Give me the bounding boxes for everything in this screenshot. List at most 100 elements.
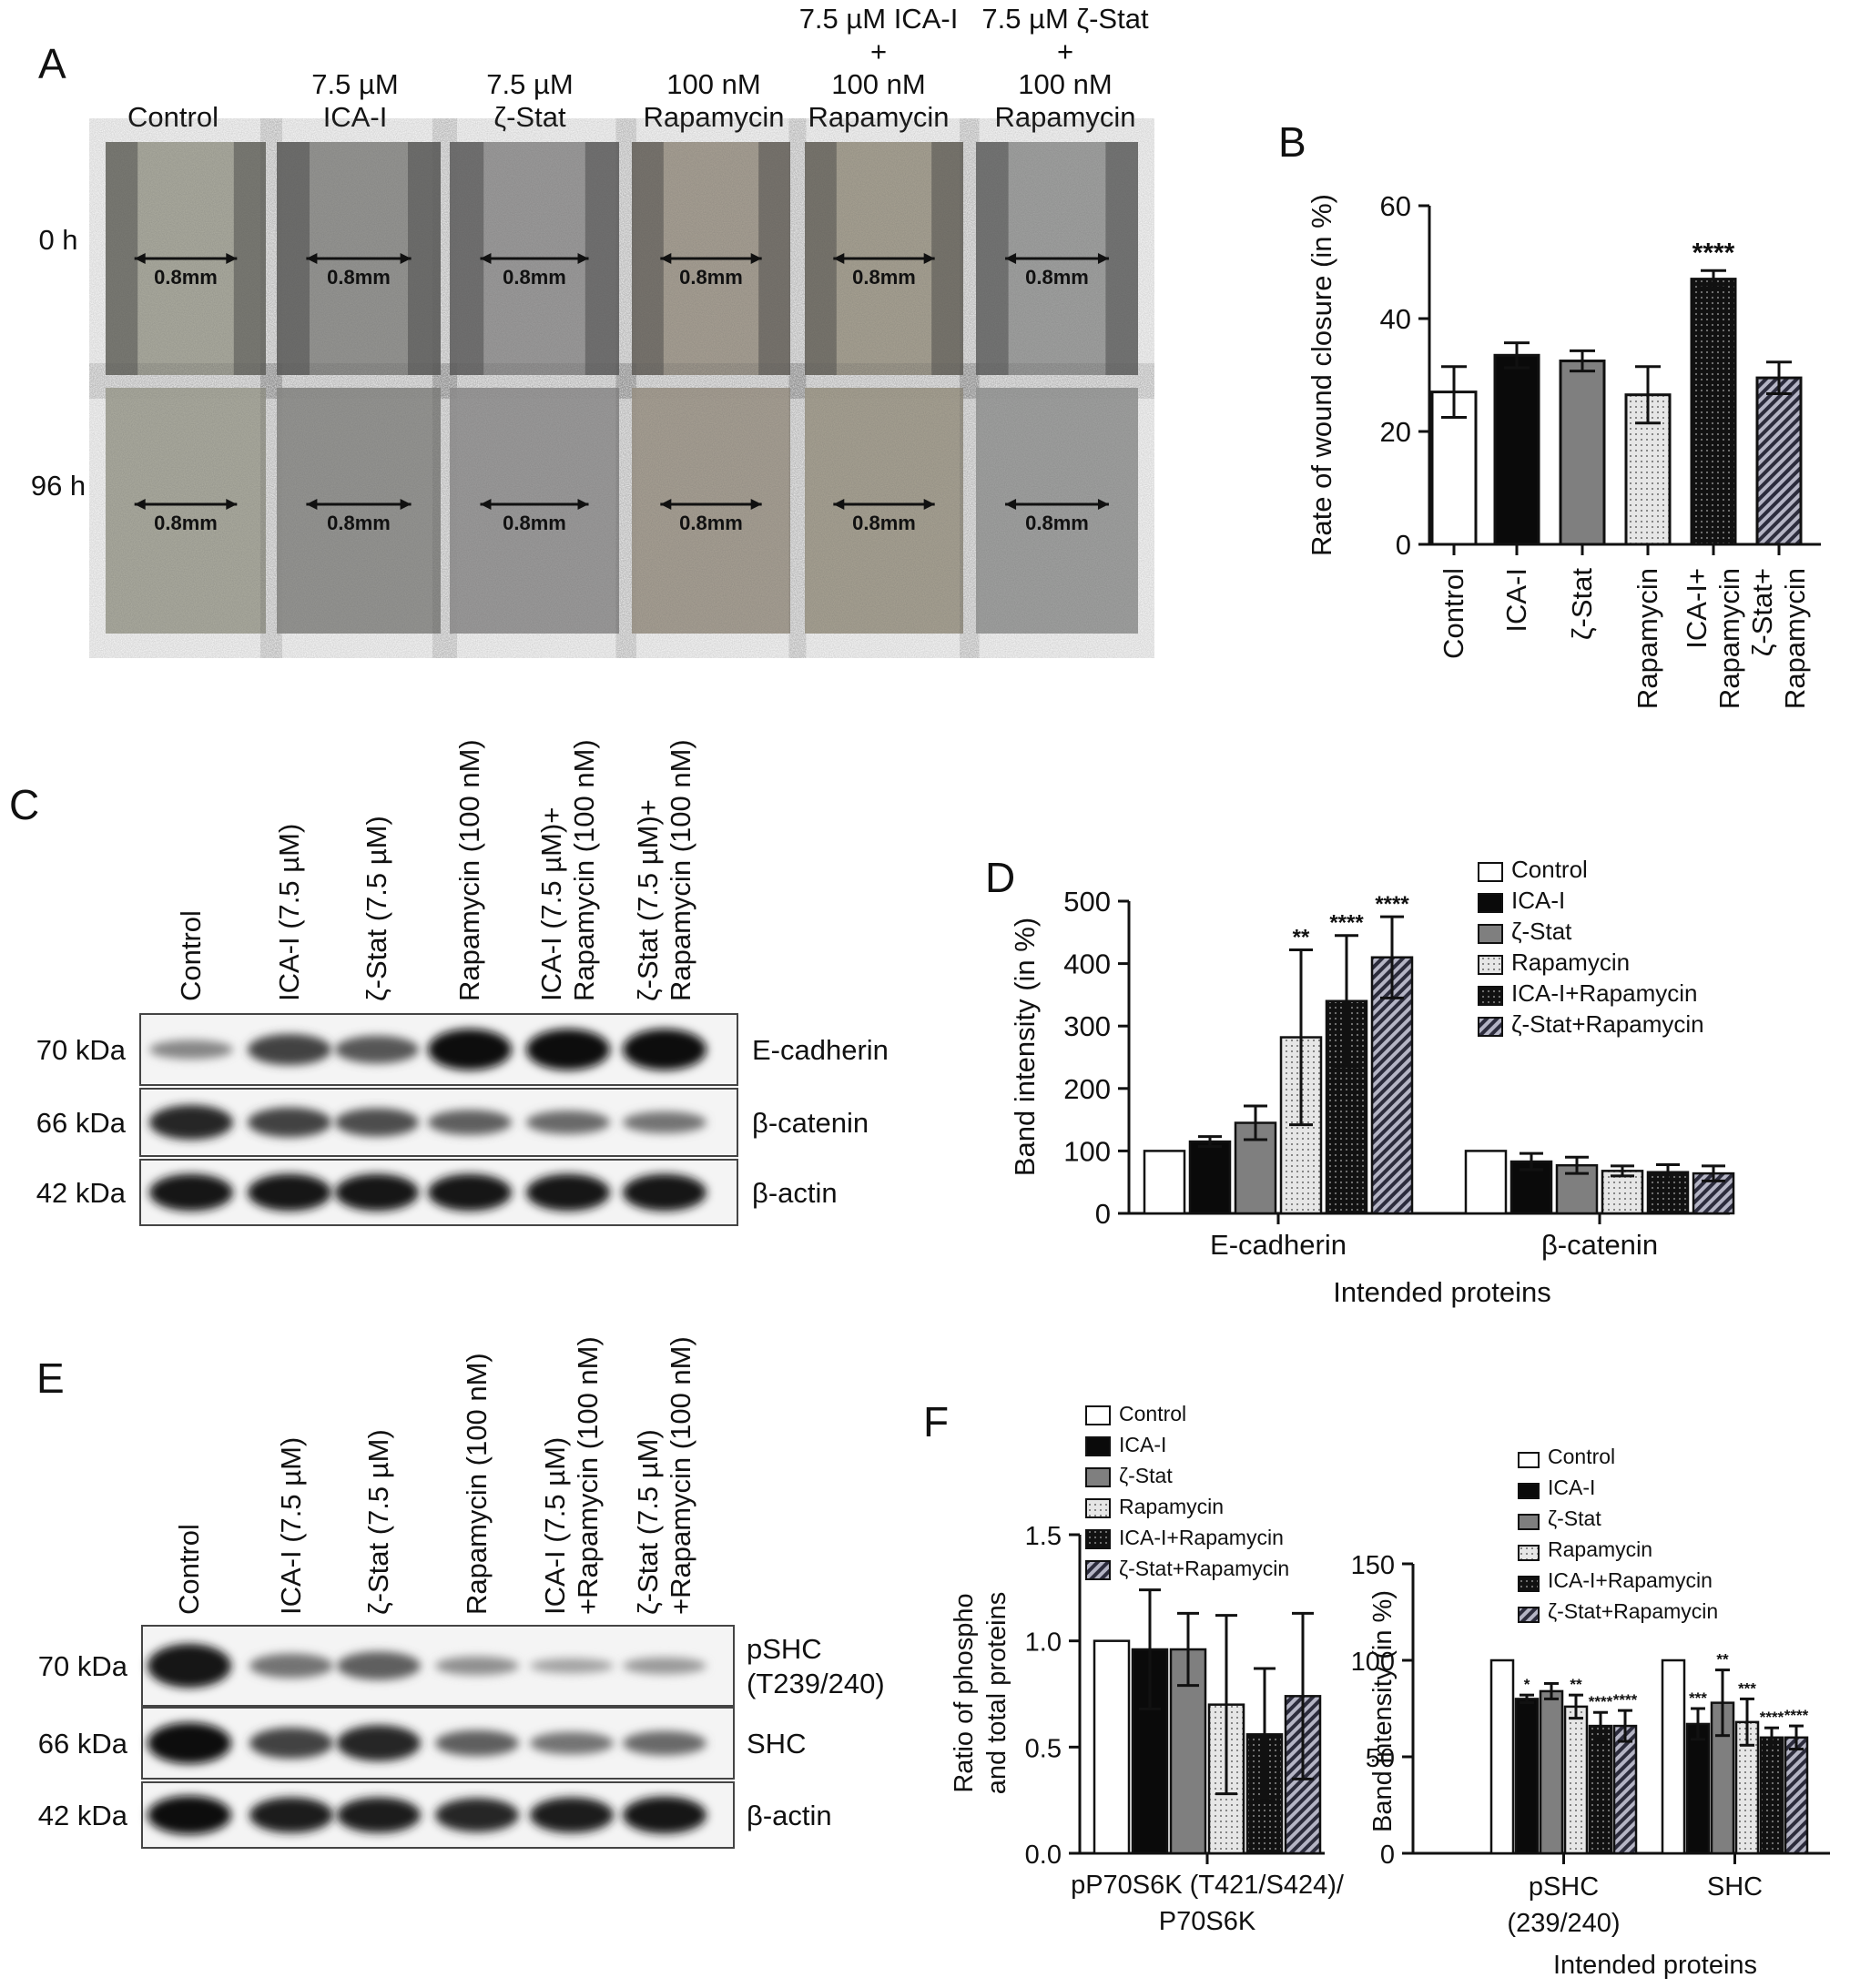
category-label: pSHC — [1529, 1872, 1599, 1902]
lane-label-line: ICA-I (7.5 µM) — [275, 1437, 307, 1615]
arrow-head-left — [480, 253, 492, 264]
arrow-head-left — [134, 253, 146, 264]
legend-swatch — [1478, 924, 1503, 944]
lane-label-line: ζ-Stat (7.5 µM) — [361, 816, 392, 1001]
legend-swatch — [1478, 893, 1503, 913]
bar — [1588, 1724, 1613, 1855]
y-tick-label: 20 — [1380, 416, 1411, 448]
protein-band — [248, 1173, 331, 1212]
arrow-head-right — [577, 253, 589, 264]
lane-label-line: +Rapamycin (100 nM) — [665, 1336, 696, 1615]
legend-swatch — [1518, 1607, 1540, 1623]
legend-entry: ζ-Stat+Rapamycin — [1119, 1557, 1289, 1580]
significance-mark: **** — [1375, 892, 1409, 917]
protein-band — [249, 1727, 333, 1760]
arrow-head-right — [226, 499, 238, 510]
y-tick-label: 100 — [1351, 1648, 1395, 1677]
protein-band — [147, 1643, 231, 1689]
protein-band — [149, 1173, 233, 1212]
scale-label: 0.8mm — [1025, 266, 1089, 289]
legend-entry: ICA-I+Rapamycin — [1548, 1568, 1713, 1592]
legend-entry: Control — [1511, 856, 1588, 883]
protein-label: β-actin — [747, 1800, 832, 1831]
western-blot-cadherin: Control ICA-I (7.5 µM) ζ-Stat (7.5 µM) Rapa… — [36, 739, 889, 1226]
lane-label: ICA-I (7.5 µM)+Rapamycin (100 nM) — [535, 739, 600, 1001]
significance-mark: * — [1524, 1676, 1530, 1693]
protein-band — [149, 1104, 233, 1141]
column-header-line: Rapamycin — [808, 101, 949, 133]
molecular-weight-label: 42 kDa — [36, 1177, 127, 1209]
y-tick-label: 400 — [1063, 948, 1111, 980]
y-tick-label: 60 — [1380, 190, 1411, 222]
micrograph-texture — [976, 388, 1138, 634]
scale-label: 0.8mm — [852, 266, 916, 289]
y-axis-label: Rate of wound closure (in %) — [1306, 194, 1337, 556]
column-header-line: ζ-Stat — [493, 101, 566, 133]
lane-label-line: Control — [175, 910, 207, 1001]
y-tick-label: 50 — [1366, 1744, 1395, 1773]
legend-entry: Rapamycin — [1511, 948, 1630, 976]
legend-entry: Rapamycin — [1119, 1495, 1224, 1518]
protein-band — [335, 1035, 419, 1064]
lane-label: ICA-I (7.5 µM)+Rapamycin (100 nM) — [539, 1336, 604, 1615]
protein-band — [337, 1797, 421, 1833]
cell-front-right — [408, 142, 441, 375]
lane-label: Rapamycin (100 nM) — [461, 1353, 493, 1615]
y-axis-label-line: Ratio of phospho — [950, 1593, 979, 1792]
protein-band — [623, 1796, 706, 1834]
significance-mark: **** — [1692, 238, 1735, 268]
panel-letter-a: A — [38, 40, 66, 87]
x-tick-label-line: ζ-Stat+ — [1746, 568, 1778, 656]
legend-swatch — [1478, 862, 1503, 882]
protein-label: SHC — [747, 1728, 806, 1760]
micrograph-texture — [106, 388, 266, 634]
bar — [1370, 956, 1414, 1215]
y-axis-label: Band intensity (in %) — [1368, 1590, 1398, 1832]
legend-swatch — [1518, 1576, 1540, 1592]
bar — [1755, 376, 1803, 546]
scale-label: 0.8mm — [154, 512, 218, 534]
column-header-line: + — [870, 36, 887, 67]
y-tick-label: 40 — [1380, 303, 1411, 335]
protein-band — [147, 1795, 231, 1835]
protein-label: β-catenin — [752, 1107, 869, 1139]
y-tick-label: 100 — [1063, 1135, 1111, 1167]
y-axis-label: Band intensity (in %) — [1009, 918, 1041, 1176]
arrow-head-left — [480, 499, 492, 510]
protein-band — [428, 1173, 512, 1212]
legend-entry: ICA-I — [1511, 887, 1565, 914]
lane-label-line: ζ-Stat (7.5 µM)+ — [632, 799, 664, 1001]
cell-front-left — [277, 142, 310, 375]
lane-label: ICA-I (7.5 µM) — [273, 824, 305, 1001]
column-header-line: Rapamycin — [994, 101, 1135, 133]
protein-label: β-actin — [752, 1177, 838, 1209]
bar — [1514, 1698, 1540, 1855]
bar — [1188, 1140, 1232, 1215]
arrow-head-right — [1097, 253, 1109, 264]
y-tick-label: 0 — [1396, 529, 1411, 561]
panel-letter-d: D — [985, 854, 1015, 901]
lane-label-line: ICA-I (7.5 µM) — [539, 1437, 571, 1615]
y-tick-label: 0.0 — [1025, 1841, 1062, 1870]
significance-mark: ** — [1293, 926, 1310, 950]
bar — [1489, 1658, 1515, 1855]
arrow-head-right — [226, 253, 238, 264]
lane-label-line: Control — [173, 1524, 205, 1615]
molecular-weight-label: 70 kDa — [38, 1650, 128, 1682]
lane-label: ζ-Stat (7.5 µM) — [362, 1429, 394, 1615]
row-label: 0 h — [38, 224, 77, 256]
legend-entry: ζ-Stat — [1548, 1506, 1601, 1530]
lane-label: ζ-Stat (7.5 µM) — [361, 816, 392, 1001]
micrograph-texture — [632, 388, 790, 634]
x-tick-label: Control — [1438, 568, 1469, 659]
molecular-weight-label: 66 kDa — [36, 1107, 127, 1139]
x-tick-label-line: Rapamycin — [1631, 568, 1663, 709]
cell-front-left — [805, 142, 837, 375]
cell-front-left — [632, 142, 664, 375]
protein-band — [623, 1029, 706, 1070]
bar — [1784, 1736, 1809, 1855]
significance-mark: **** — [1760, 1709, 1784, 1726]
arrow-head-left — [660, 499, 672, 510]
